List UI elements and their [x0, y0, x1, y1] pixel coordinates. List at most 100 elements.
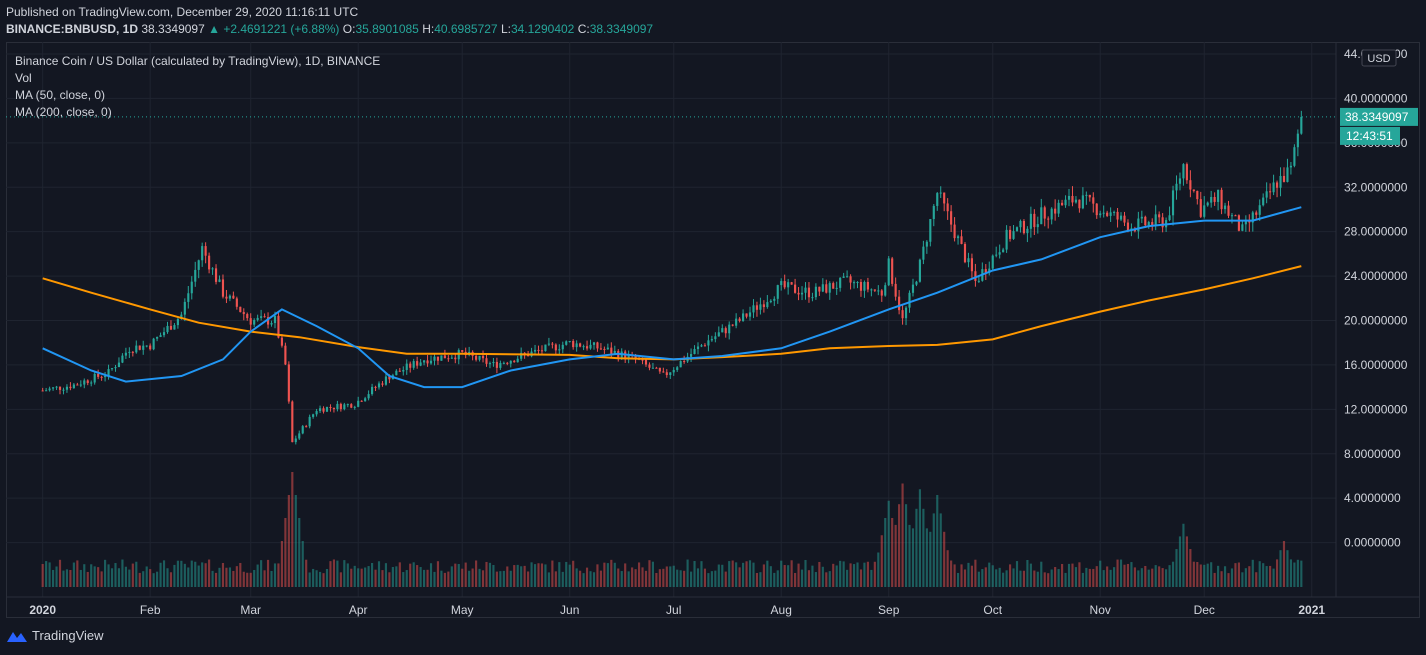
candle-body — [1106, 213, 1108, 216]
candle-body — [922, 247, 924, 260]
legend-ma200[interactable]: MA (200, close, 0) — [15, 104, 380, 121]
time-tick-label: Mar — [240, 603, 261, 617]
volume-bar — [1214, 573, 1216, 587]
candle-body — [139, 346, 141, 350]
candle-body — [1297, 134, 1299, 148]
candle-body — [579, 343, 581, 346]
candle-body — [1155, 214, 1157, 225]
volume-bar — [947, 550, 949, 587]
volume-bar — [121, 560, 123, 587]
volume-bar — [697, 568, 699, 587]
legend-vol[interactable]: Vol — [15, 70, 380, 87]
volume-bar — [1279, 550, 1281, 587]
volume-bar — [274, 563, 276, 587]
candle-body — [954, 225, 956, 239]
volume-bar — [1193, 562, 1195, 587]
candle-body — [742, 313, 744, 321]
volume-bar — [399, 562, 401, 587]
price-tick-label: 24.0000000 — [1344, 269, 1408, 283]
ma200-series[interactable] — [43, 266, 1302, 359]
candle-body — [1276, 182, 1278, 187]
candle-body — [201, 246, 203, 260]
legend-ma50[interactable]: MA (50, close, 0) — [15, 87, 380, 104]
volume-bar — [718, 565, 720, 587]
candle-body — [239, 307, 241, 312]
candle-body — [797, 293, 799, 295]
volume-bar — [662, 569, 664, 587]
candle-body — [153, 339, 155, 350]
volume-bar — [950, 561, 952, 587]
volume-bar — [475, 560, 477, 587]
volume-bar — [1168, 565, 1170, 587]
candle-body — [270, 323, 272, 325]
candle-body — [440, 355, 442, 360]
candle-body — [967, 258, 969, 262]
volume-bar — [527, 571, 529, 587]
volume-bar — [596, 564, 598, 587]
price-tick-label: 0.0000000 — [1344, 536, 1401, 550]
volume-bar — [1207, 564, 1209, 587]
volume-bar — [250, 573, 252, 587]
volume-bar — [243, 572, 245, 587]
price-chart[interactable]: 44.000000040.000000036.000000032.0000000… — [6, 42, 1420, 618]
candle-body — [260, 316, 262, 318]
candle-body — [784, 281, 786, 287]
candle-body — [1082, 195, 1084, 208]
volume-bar — [472, 568, 474, 587]
candle-body — [1071, 196, 1073, 202]
volume-bar — [614, 563, 616, 587]
volume-bar — [264, 570, 266, 587]
time-tick-label: Feb — [140, 603, 161, 617]
candle-body — [960, 236, 962, 244]
volume-bar — [1210, 562, 1212, 587]
candle-body — [80, 385, 82, 386]
volume-bar — [246, 573, 248, 587]
published-info: Published on TradingView.com, December 2… — [6, 5, 358, 19]
volume-bar — [603, 563, 605, 587]
candle-body — [406, 364, 408, 370]
time-tick-label: Dec — [1194, 603, 1215, 617]
volume-bar — [125, 567, 127, 587]
volume-bar — [964, 569, 966, 587]
volume-bar — [1061, 564, 1063, 587]
volume-bar — [1155, 565, 1157, 587]
time-tick-label: Apr — [349, 603, 368, 617]
candle-body — [565, 341, 567, 345]
time-tick-label: 2021 — [1298, 603, 1325, 617]
volume-bar — [739, 567, 741, 587]
volume-bar — [343, 560, 345, 587]
volume-bar — [142, 571, 144, 587]
candle-body — [340, 404, 342, 409]
volume-bar — [770, 566, 772, 587]
candle-body — [430, 361, 432, 364]
candle-body — [818, 287, 820, 292]
volume-bar — [915, 509, 917, 587]
candle-body — [1200, 199, 1202, 217]
volume-bar — [1002, 573, 1004, 587]
candle-body — [90, 383, 92, 384]
candle-body — [517, 359, 519, 362]
volume-bar — [83, 564, 85, 587]
ma50-series[interactable] — [43, 207, 1302, 387]
volume-bar — [177, 561, 179, 587]
candle-body — [1175, 184, 1177, 191]
candle-body — [1227, 206, 1229, 216]
grid-lines — [6, 42, 1336, 597]
candle-body — [933, 206, 935, 219]
candle-body — [485, 358, 487, 364]
candle-body — [97, 374, 99, 377]
volume-bar — [170, 572, 172, 587]
legend-title: Binance Coin / US Dollar (calculated by … — [15, 53, 380, 70]
candle-body — [1113, 212, 1115, 213]
time-tick-label: Oct — [983, 603, 1002, 617]
volume-bar — [451, 566, 453, 587]
candle-body — [236, 298, 238, 306]
volume-bar — [489, 563, 491, 587]
volume-bar — [94, 566, 96, 587]
candle-body — [156, 337, 158, 339]
volume-bar — [954, 564, 956, 587]
volume-bar — [114, 563, 116, 587]
price-tick-label: 40.0000000 — [1344, 91, 1408, 105]
volume-bar — [1175, 549, 1177, 587]
volume-bar — [728, 561, 730, 587]
